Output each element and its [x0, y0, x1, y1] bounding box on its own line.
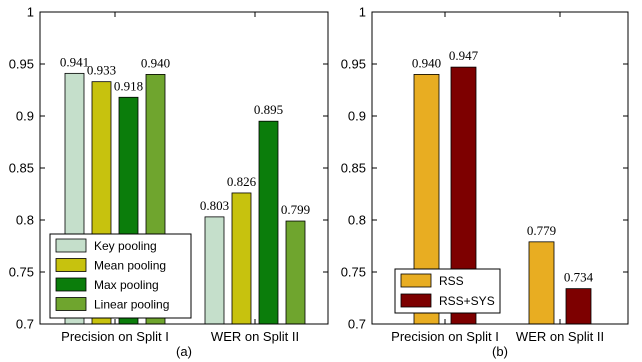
legend-swatch	[400, 293, 432, 308]
legend-swatch	[55, 277, 87, 292]
data-label: 0.941	[60, 54, 89, 69]
y-tick-label: 1	[359, 5, 366, 20]
data-label: 0.895	[254, 102, 283, 117]
legend-label: Key pooling	[94, 239, 157, 253]
y-tick-label: 0.8	[348, 213, 366, 228]
y-tick-label: 0.95	[9, 57, 34, 72]
legend-label: Max pooling	[94, 278, 159, 292]
bar	[204, 216, 225, 325]
legend-swatch	[55, 258, 87, 272]
y-tick-label: 0.85	[9, 161, 34, 176]
data-label: 0.826	[227, 174, 257, 189]
legend-label: RSS	[439, 274, 464, 288]
x-tick-label: Precision on Split I	[391, 329, 499, 344]
data-label: 0.933	[87, 63, 116, 78]
x-tick-label: Precision on Split I	[61, 329, 169, 344]
y-tick-label: 1	[27, 5, 34, 20]
data-label: 0.779	[527, 223, 556, 238]
y-tick-label: 0.7	[16, 317, 34, 332]
data-label: 0.940	[141, 55, 170, 70]
y-tick-label: 0.8	[16, 213, 34, 228]
y-tick-label: 0.95	[341, 57, 366, 72]
panel-label: (b)	[492, 344, 508, 359]
y-tick-label: 0.9	[348, 109, 366, 124]
y-tick-label: 0.7	[348, 317, 366, 332]
data-label: 0.947	[449, 48, 479, 63]
bar	[565, 288, 592, 325]
data-label: 0.918	[114, 78, 143, 93]
data-label: 0.799	[281, 202, 310, 217]
legend-swatch	[55, 238, 87, 253]
legend-label: Mean pooling	[94, 259, 166, 273]
bar	[285, 220, 306, 325]
x-tick-label: WER on Split II	[516, 329, 604, 344]
legend-swatch	[55, 297, 87, 311]
panel-b: 0.940 0.947 Precision on Split I 0.779 0.734…	[341, 5, 629, 359]
bar	[258, 120, 279, 325]
y-tick-label: 0.85	[341, 161, 366, 176]
bar	[231, 192, 252, 325]
bar	[528, 241, 555, 325]
legend-swatch	[400, 273, 432, 288]
data-label: 0.803	[200, 198, 229, 213]
panel-label: (a)	[176, 344, 192, 359]
legend-label: RSS+SYS	[439, 294, 495, 308]
legend-label: Linear pooling	[94, 298, 169, 312]
data-label: 0.940	[412, 55, 441, 70]
y-tick-label: 0.75	[341, 265, 366, 280]
data-label: 0.734	[564, 270, 594, 285]
y-tick-label: 0.75	[9, 265, 34, 280]
y-tick-label: 0.9	[16, 109, 34, 124]
x-tick-label: WER on Split II	[211, 329, 299, 344]
